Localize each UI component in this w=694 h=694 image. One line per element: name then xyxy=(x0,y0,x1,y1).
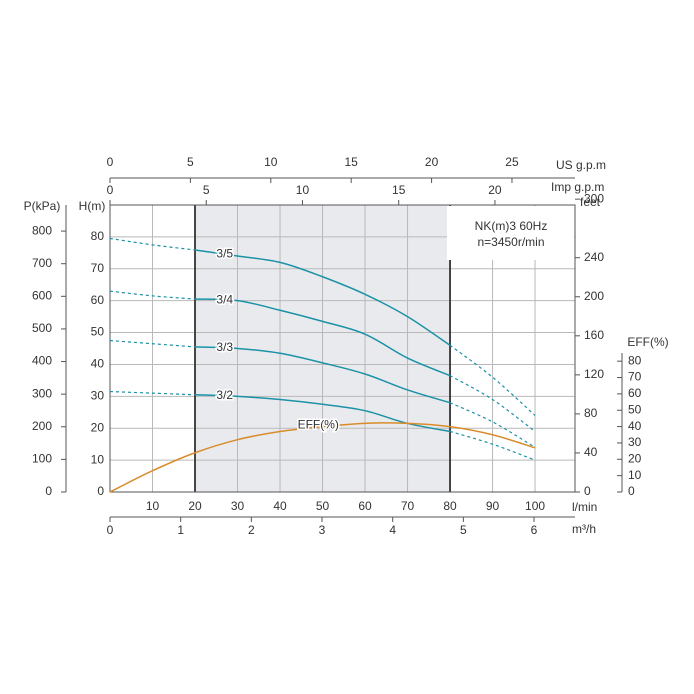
tick-label: 40 xyxy=(628,419,642,433)
tick-label: 300 xyxy=(584,191,604,205)
y-tick-label: 40 xyxy=(91,357,105,371)
plot-frame xyxy=(109,204,576,493)
y-tick-label: 20 xyxy=(91,420,105,434)
tick-label: 10 xyxy=(296,183,310,197)
annotation: n=3450r/min xyxy=(477,235,544,249)
tick-label: 1 xyxy=(177,523,184,537)
tick-label: 0 xyxy=(584,484,591,498)
y-tick-label: 80 xyxy=(91,229,105,243)
tick-label: 5 xyxy=(460,523,467,537)
y-tick-label: 0 xyxy=(97,484,104,498)
x-tick-label: 70 xyxy=(401,499,415,513)
x-tick-label: 60 xyxy=(358,499,372,513)
tick-label: 0 xyxy=(107,523,114,537)
axis-title: feet xyxy=(580,195,601,209)
tick-label: 0 xyxy=(107,183,114,197)
series-line xyxy=(449,402,536,448)
x-tick-label: 80 xyxy=(443,499,457,513)
x-tick-label: 20 xyxy=(188,499,202,513)
y-tick-label: 50 xyxy=(91,325,105,339)
tick-label: 800 xyxy=(32,223,52,237)
series-line xyxy=(109,390,196,396)
tick-label: 6 xyxy=(531,523,538,537)
tick-label: 3 xyxy=(319,523,326,537)
x-tick-label: 30 xyxy=(231,499,245,513)
series-line xyxy=(449,375,536,432)
series-label: 3/4 xyxy=(216,292,233,306)
series-line xyxy=(109,237,196,251)
series-line xyxy=(194,249,451,346)
tick-label: 50 xyxy=(628,402,642,416)
series-line xyxy=(109,339,196,348)
tick-label: 25 xyxy=(505,155,519,169)
series-line xyxy=(109,290,196,300)
axis-title: P(kPa) xyxy=(24,199,61,213)
series-line xyxy=(449,344,536,416)
tick-label: 5 xyxy=(187,155,194,169)
tick-label: 300 xyxy=(32,386,52,400)
tick-label: 0 xyxy=(628,484,635,498)
series-label: 3/5 xyxy=(216,246,233,260)
tick-label: 30 xyxy=(628,435,642,449)
tick-label: 5 xyxy=(203,183,210,197)
series-label: 3/3 xyxy=(216,340,233,354)
tick-label: 20 xyxy=(425,155,439,169)
tick-label: 0 xyxy=(45,484,52,498)
tick-label: 80 xyxy=(628,353,642,367)
tick-label: 15 xyxy=(392,183,406,197)
tick-label: 60 xyxy=(628,386,642,400)
axis-title: Imp g.p.m xyxy=(551,180,604,194)
axis-title: US g.p.m xyxy=(556,158,606,172)
tick-label: 100 xyxy=(32,452,52,466)
tick-label: 2 xyxy=(248,523,255,537)
y-axis-title: H(m) xyxy=(79,199,106,213)
y-tick-label: 30 xyxy=(91,389,105,403)
series-label: 3/2 xyxy=(216,388,233,402)
tick-label: 10 xyxy=(264,155,278,169)
axis-title: EFF(%) xyxy=(627,335,668,349)
tick-label: 20 xyxy=(488,183,502,197)
x-tick-label: 40 xyxy=(273,499,287,513)
axis-title: m³/h xyxy=(572,522,596,536)
tick-label: 40 xyxy=(584,445,598,459)
tick-label: 200 xyxy=(32,419,52,433)
tick-label: 200 xyxy=(584,289,604,303)
tick-label: 10 xyxy=(628,468,642,482)
series-line xyxy=(194,298,451,377)
tick-label: 240 xyxy=(584,250,604,264)
x-tick-label: 90 xyxy=(486,499,500,513)
annotation: NK(m)3 60Hz xyxy=(475,219,548,233)
x-axis-title: l/min xyxy=(572,500,597,514)
y-tick-label: 70 xyxy=(91,261,105,275)
tick-label: 400 xyxy=(32,354,52,368)
tick-label: 500 xyxy=(32,321,52,335)
tick-label: 160 xyxy=(584,328,604,342)
series-line xyxy=(109,422,536,493)
series-line xyxy=(449,430,536,461)
annotation-box xyxy=(447,206,574,260)
x-tick-label: 50 xyxy=(316,499,330,513)
tick-label: 700 xyxy=(32,256,52,270)
tick-label: 600 xyxy=(32,288,52,302)
tick-label: 4 xyxy=(389,523,396,537)
tick-label: 0 xyxy=(107,155,114,169)
x-tick-label: 100 xyxy=(525,499,545,513)
tick-label: 20 xyxy=(628,451,642,465)
tick-label: 70 xyxy=(628,370,642,384)
tick-label: 15 xyxy=(345,155,359,169)
series-label: EFF(%) xyxy=(298,417,339,431)
series-line xyxy=(194,346,451,404)
y-tick-label: 10 xyxy=(91,452,105,466)
x-tick-label: 10 xyxy=(146,499,160,513)
tick-label: 120 xyxy=(584,367,604,381)
tick-label: 80 xyxy=(584,406,598,420)
y-tick-label: 60 xyxy=(91,293,105,307)
